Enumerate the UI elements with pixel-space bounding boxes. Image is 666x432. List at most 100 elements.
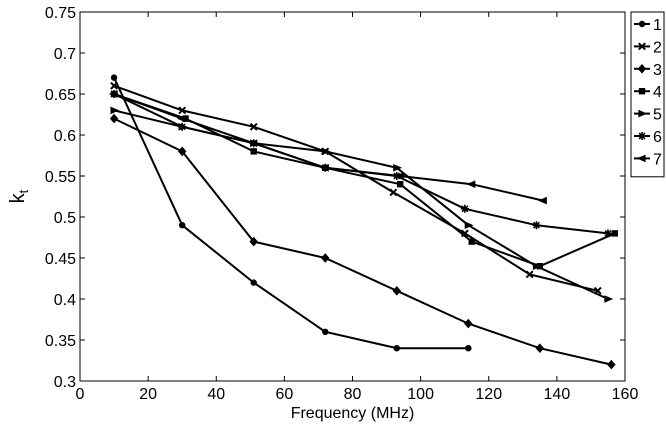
- data-point: [178, 222, 186, 229]
- y-tick-label: 0.45: [45, 251, 76, 268]
- legend-label: 2: [653, 39, 662, 56]
- legend-entry-2: 2: [634, 39, 662, 56]
- legend-entry-1: 1: [634, 17, 662, 34]
- legend-marker: [638, 88, 646, 95]
- data-point: [394, 172, 404, 180]
- data-point: [607, 359, 616, 370]
- y-tick-label: 0.3: [54, 374, 76, 391]
- legend-label: 7: [653, 151, 662, 168]
- legend-box: [630, 11, 665, 178]
- y-axis-label-main: k: [7, 192, 29, 203]
- legend-marker: [637, 63, 647, 74]
- data-point: [321, 147, 331, 156]
- y-tick-label: 0.4: [54, 292, 76, 309]
- x-tick-label: 160: [612, 386, 639, 403]
- legend-label: 3: [653, 62, 662, 79]
- y-tick-label: 0.6: [54, 128, 76, 145]
- data-point: [392, 285, 402, 296]
- y-axis-label-subscript: t: [16, 189, 31, 193]
- x-tick-label: 60: [275, 386, 293, 403]
- data-point: [322, 328, 329, 335]
- series-5: [110, 106, 614, 303]
- data-point: [466, 180, 476, 189]
- legend-entry-6: 6: [634, 129, 662, 146]
- legend-entry-3: 3: [634, 62, 662, 79]
- y-tick-label: 0.7: [54, 46, 76, 63]
- x-tick-label: 140: [544, 386, 571, 403]
- data-point: [249, 122, 258, 131]
- data-point: [250, 148, 257, 155]
- data-point: [393, 163, 402, 172]
- data-point: [389, 188, 398, 197]
- data-point: [178, 122, 187, 131]
- plot-frame: [79, 11, 626, 382]
- data-point: [249, 236, 258, 247]
- legend-marker: [638, 132, 646, 140]
- data-point: [110, 74, 118, 81]
- legend-entry-7: 7: [634, 151, 662, 168]
- x-axis: 0 20 40 60 80 100 120 140 160: [76, 12, 639, 403]
- data-point: [468, 238, 475, 245]
- series-line-6: [113, 93, 609, 235]
- series-3: [109, 113, 616, 370]
- x-tick-label: 120: [475, 386, 502, 403]
- series-1: [110, 74, 472, 352]
- x-tick-label: 80: [344, 386, 362, 403]
- data-point: [532, 262, 542, 271]
- legend-marker: [636, 154, 646, 163]
- x-axis-label: Frequency (MHz): [291, 405, 415, 422]
- data-point: [109, 113, 119, 124]
- data-point: [465, 345, 472, 352]
- y-tick-label: 0.65: [45, 87, 76, 104]
- data-point: [393, 345, 400, 352]
- legend-marker: [638, 109, 648, 118]
- data-point: [320, 163, 329, 172]
- data-point: [611, 230, 618, 237]
- series-line-1: [113, 77, 469, 350]
- plot-area: 0 20 40 60 80 100 120 140 160 0.30.350.40.450.50…: [45, 5, 639, 403]
- data-point: [108, 90, 118, 98]
- y-tick-label: 0.5: [54, 210, 76, 227]
- data-point: [178, 106, 187, 115]
- y-tick-label: 0.75: [45, 5, 76, 22]
- x-tick-label: 100: [407, 386, 434, 403]
- data-point: [176, 114, 186, 123]
- series-line-4: [113, 93, 616, 268]
- legend: 1 2 3 4 5 6 7: [630, 11, 665, 178]
- legend-entry-4: 4: [634, 84, 662, 101]
- y-axis: 0.3 0.35 0.4 0.45 0.5 0.55 0.6 0.65 0.7 0.75: [45, 5, 625, 391]
- legend-entry-5: 5: [634, 107, 662, 124]
- y-tick-label: 0.35: [45, 333, 76, 350]
- data-point: [538, 196, 547, 205]
- data-point: [604, 295, 614, 303]
- data-point: [464, 221, 474, 230]
- x-tick-label: 0: [76, 386, 85, 403]
- data-point: [396, 181, 404, 188]
- data-point: [321, 253, 330, 263]
- data-point: [464, 318, 473, 329]
- y-tick-label: 0.55: [45, 169, 76, 186]
- legend-marker: [638, 20, 646, 28]
- legend-label: 6: [653, 129, 662, 146]
- series-lines: [108, 74, 618, 370]
- x-tick-label: 20: [139, 386, 157, 403]
- data-point: [177, 146, 187, 157]
- x-tick-label: 40: [207, 386, 225, 403]
- data-point: [525, 270, 534, 279]
- series-4: [110, 90, 618, 270]
- data-point: [250, 279, 257, 286]
- data-point: [532, 221, 541, 230]
- data-point: [603, 229, 612, 238]
- data-point: [535, 343, 545, 354]
- data-point: [110, 81, 118, 90]
- data-point: [110, 106, 120, 115]
- series-line-5: [113, 109, 609, 300]
- series-7: [108, 90, 547, 205]
- y-axis-label: kt: [7, 189, 31, 203]
- legend-label: 4: [653, 84, 662, 101]
- legend-label: 1: [653, 17, 662, 34]
- data-point: [460, 204, 469, 213]
- legend-label: 5: [653, 107, 662, 124]
- data-point: [248, 139, 258, 148]
